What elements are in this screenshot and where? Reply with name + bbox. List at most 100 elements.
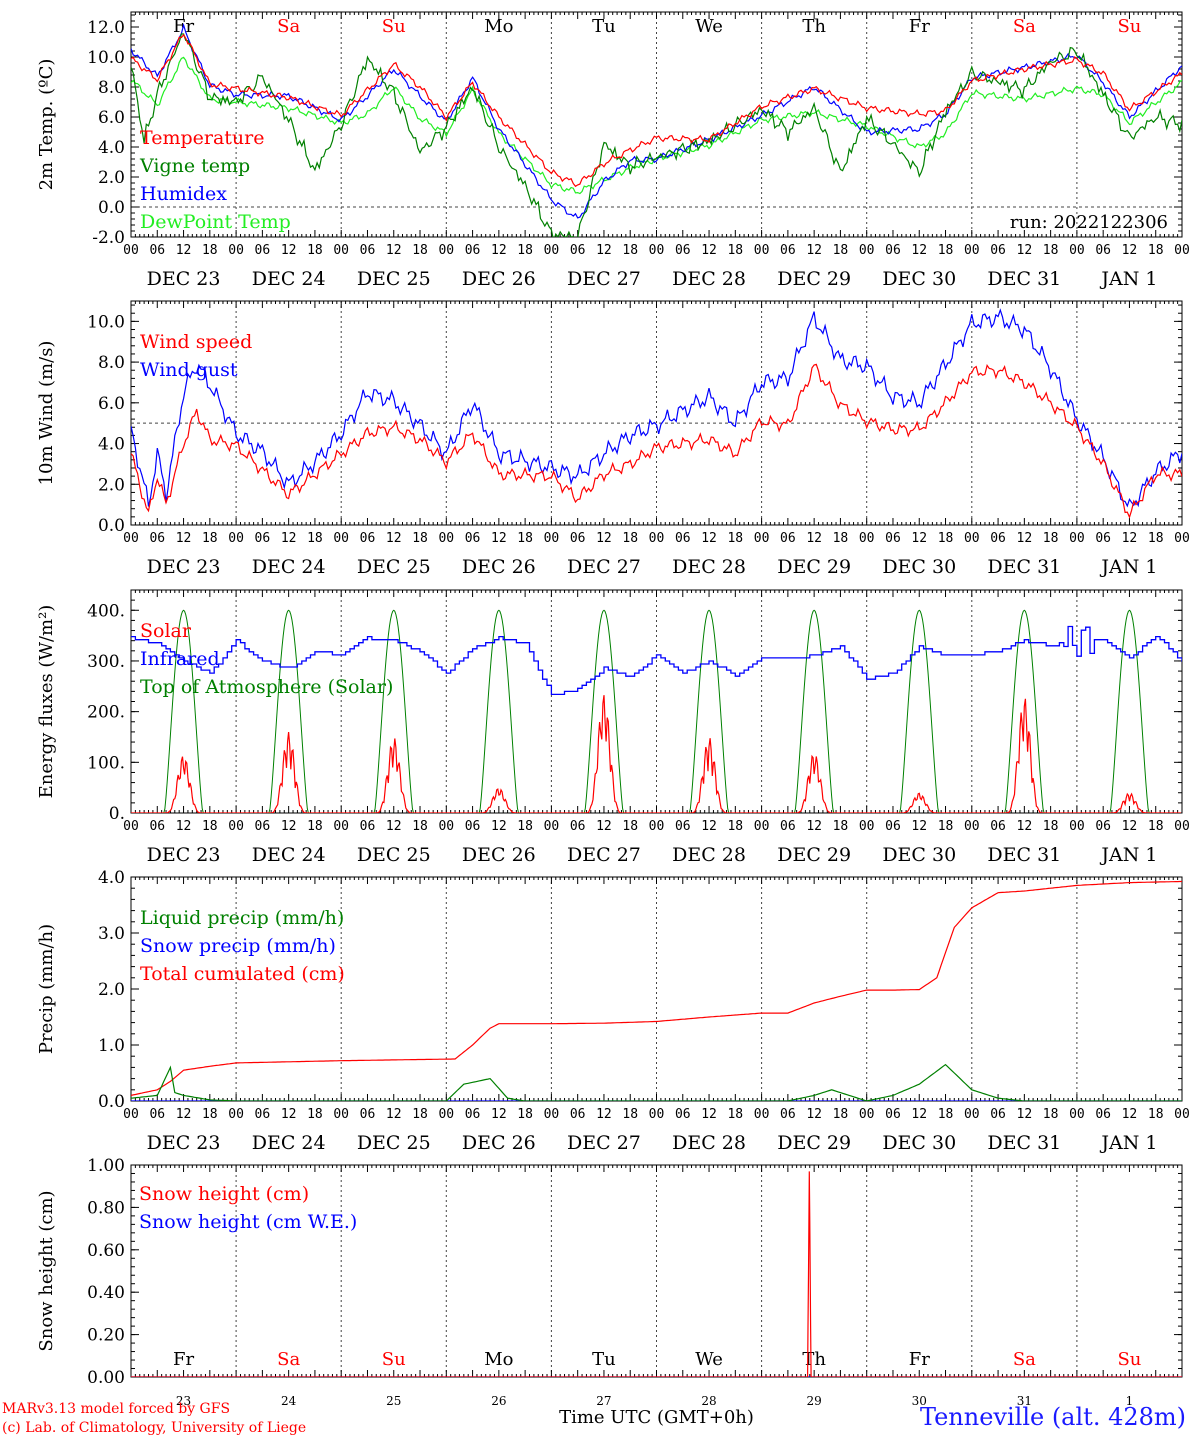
y-tick-label: 10.0 bbox=[87, 312, 125, 332]
hour-tick-label: 00 bbox=[964, 1107, 980, 1122]
hour-tick-label: 18 bbox=[727, 819, 743, 834]
day-label: DEC 24 bbox=[252, 268, 326, 290]
hour-tick-label: 00 bbox=[649, 531, 665, 546]
hour-tick-label: 06 bbox=[255, 531, 271, 546]
hour-tick-label: 12 bbox=[596, 243, 612, 258]
hour-tick-label: 18 bbox=[412, 819, 428, 834]
chart-panel-2: 0.0 2.0 4.0 6.0 8.0 10.0 10m Wind (m/s) 00 06 12 1… bbox=[36, 300, 1190, 578]
weekday-label: Mo bbox=[484, 1349, 513, 1370]
hour-tick-label: 12 bbox=[386, 1107, 402, 1122]
hour-tick-label: 00 bbox=[333, 531, 349, 546]
hour-tick-label: 12 bbox=[596, 819, 612, 834]
y-tick-label: 4.0 bbox=[98, 868, 125, 888]
day-label: DEC 29 bbox=[777, 844, 851, 866]
hour-tick-label: 18 bbox=[1043, 1107, 1059, 1122]
hour-tick-label: 06 bbox=[149, 243, 165, 258]
hour-tick-label: 12 bbox=[911, 1107, 927, 1122]
day-label: DEC 23 bbox=[147, 556, 221, 578]
y-axis-label: 10m Wind (m/s) bbox=[36, 341, 57, 486]
hour-tick-label: 12 bbox=[1122, 531, 1138, 546]
series-line bbox=[131, 308, 1182, 508]
solar-line bbox=[131, 695, 1181, 813]
hour-tick-label: 00 bbox=[1069, 531, 1085, 546]
hour-tick-label: 18 bbox=[1043, 531, 1059, 546]
hour-tick-label: 18 bbox=[1148, 531, 1164, 546]
hour-tick-label: 00 bbox=[964, 531, 980, 546]
hour-tick-label: 06 bbox=[465, 1107, 481, 1122]
legend-entry: Top of Atmosphere (Solar) bbox=[140, 676, 393, 698]
hour-tick-label: 12 bbox=[386, 531, 402, 546]
y-tick-label: 1.0 bbox=[98, 1036, 125, 1056]
hour-tick-label: 12 bbox=[1122, 1107, 1138, 1122]
hour-tick-label: 18 bbox=[938, 1107, 954, 1122]
hour-tick-label: 18 bbox=[833, 243, 849, 258]
weekday-label: We bbox=[695, 16, 723, 37]
hour-tick-label: 18 bbox=[307, 243, 323, 258]
y-tick-label: 200. bbox=[87, 703, 125, 723]
hour-tick-label: 06 bbox=[1095, 819, 1111, 834]
hour-tick-label: 12 bbox=[491, 531, 507, 546]
day-label: DEC 31 bbox=[987, 268, 1061, 290]
y-tick-label: 10.0 bbox=[87, 48, 125, 68]
hour-tick-label: 00 bbox=[123, 531, 139, 546]
weekday-label: Sa bbox=[1013, 16, 1036, 37]
day-label: DEC 31 bbox=[987, 1132, 1061, 1154]
hour-tick-label: 12 bbox=[491, 819, 507, 834]
hour-tick-label: 00 bbox=[544, 1107, 560, 1122]
hour-tick-label: 18 bbox=[517, 1107, 533, 1122]
day-label: DEC 31 bbox=[987, 844, 1061, 866]
y-tick-label: 0.0 bbox=[98, 516, 125, 536]
y-tick-label: 100. bbox=[87, 753, 125, 773]
hour-tick-label: 06 bbox=[990, 1107, 1006, 1122]
hour-tick-label: 00 bbox=[1069, 1107, 1085, 1122]
weekday-label: Mo bbox=[484, 16, 513, 37]
hour-tick-label: 18 bbox=[517, 243, 533, 258]
hour-tick-label: 00 bbox=[544, 243, 560, 258]
day-label: DEC 28 bbox=[672, 268, 746, 290]
weekday-label: Fr bbox=[173, 1349, 194, 1370]
day-label: DEC 23 bbox=[147, 844, 221, 866]
day-label: JAN 1 bbox=[1099, 844, 1157, 866]
y-tick-label: 2.0 bbox=[98, 980, 125, 1000]
hour-tick-label: 06 bbox=[465, 531, 481, 546]
weekday-label: Su bbox=[1117, 1349, 1141, 1370]
series-group bbox=[131, 880, 1182, 1101]
hour-tick-label: 12 bbox=[491, 1107, 507, 1122]
hour-tick-label: 06 bbox=[360, 819, 376, 834]
toa-solar-line bbox=[131, 609, 1181, 813]
infrared-line bbox=[131, 625, 1182, 696]
weekday-label: We bbox=[695, 1349, 723, 1370]
hour-tick-label: 00 bbox=[228, 531, 244, 546]
day-label: JAN 1 bbox=[1099, 268, 1157, 290]
hour-tick-label: 00 bbox=[649, 819, 665, 834]
station-title: Tenneville (alt. 428m) bbox=[919, 1403, 1186, 1431]
hour-tick-label: 18 bbox=[1043, 243, 1059, 258]
y-tick-label: 0.80 bbox=[87, 1198, 125, 1218]
hour-tick-label: 12 bbox=[386, 819, 402, 834]
hour-tick-label: 06 bbox=[780, 243, 796, 258]
chart-panel-4: 0.0 1.0 2.0 3.0 4.0 Precip (mm/h) 00 06 12 18 DEC … bbox=[36, 868, 1190, 1154]
y-tick-label: 0.20 bbox=[87, 1326, 125, 1346]
day-number: 30 bbox=[912, 1394, 927, 1408]
day-number: 26 bbox=[491, 1394, 506, 1408]
hour-tick-label: 06 bbox=[360, 1107, 376, 1122]
hour-tick-label: 06 bbox=[1095, 1107, 1111, 1122]
hour-tick-label: 00 bbox=[754, 1107, 770, 1122]
weekday-label: Tu bbox=[592, 16, 616, 37]
hour-tick-label: 06 bbox=[675, 1107, 691, 1122]
day-label: DEC 26 bbox=[462, 268, 536, 290]
hour-tick-label: 00 bbox=[544, 819, 560, 834]
chart-panel-3: 0. 100. 200. 300. 400. Energy fluxes (W/m²) 00… bbox=[36, 589, 1190, 866]
hour-tick-label: 00 bbox=[123, 819, 139, 834]
day-number: 27 bbox=[596, 1394, 611, 1408]
day-label: DEC 29 bbox=[777, 1132, 851, 1154]
hour-tick-label: 00 bbox=[333, 243, 349, 258]
hour-tick-label: 12 bbox=[1017, 243, 1033, 258]
y-tick-label: 8.0 bbox=[98, 78, 125, 98]
hour-tick-label: 18 bbox=[412, 243, 428, 258]
day-label: DEC 30 bbox=[882, 1132, 956, 1154]
y-tick-label: 0.60 bbox=[87, 1241, 125, 1261]
y-axis-label: Precip (mm/h) bbox=[36, 924, 57, 1054]
hour-tick-label: 06 bbox=[990, 531, 1006, 546]
